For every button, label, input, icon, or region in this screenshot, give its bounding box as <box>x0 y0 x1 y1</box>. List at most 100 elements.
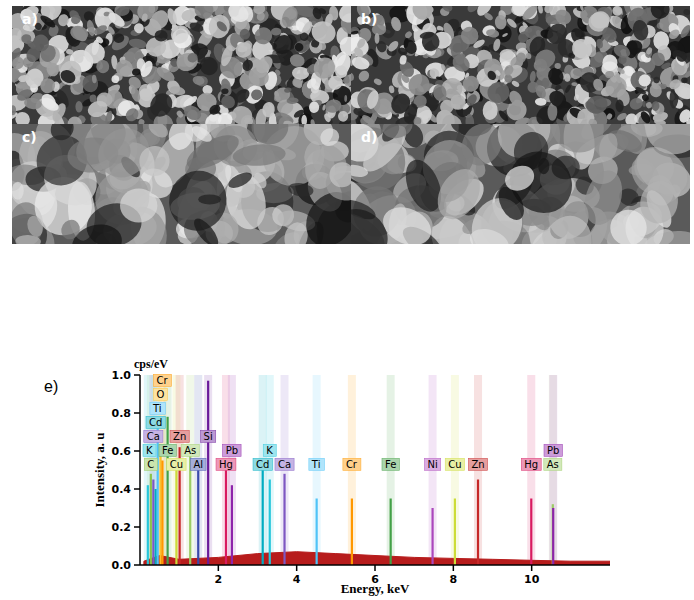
sem-grain <box>284 87 292 94</box>
sem-grain <box>262 101 276 118</box>
element-tag-box <box>167 458 186 470</box>
sem-grain <box>351 199 397 244</box>
peak-line <box>147 485 149 565</box>
element-tag: Cr <box>343 458 361 470</box>
sem-grain <box>592 77 605 92</box>
sem-grain <box>532 46 559 72</box>
y-tick-label: 0.8 <box>112 407 132 420</box>
peak-line <box>175 461 177 566</box>
sem-grain <box>679 23 690 39</box>
sem-grain <box>180 8 196 23</box>
element-tag: Hg <box>521 458 541 470</box>
element-tag-box <box>468 458 487 470</box>
sem-grain <box>106 10 127 29</box>
sem-grain <box>66 115 83 124</box>
y-tick <box>134 450 140 452</box>
element-tag-box <box>521 458 541 470</box>
sem-grain <box>68 23 90 43</box>
sem-grain <box>375 33 380 44</box>
sem-grain <box>292 77 304 89</box>
sem-grain <box>94 58 111 76</box>
sem-grain <box>186 52 199 64</box>
sem-grain <box>138 119 145 124</box>
sem-image <box>12 6 351 124</box>
sem-grain <box>166 7 179 27</box>
sem-grain <box>189 124 214 145</box>
element-tag-box <box>544 458 562 470</box>
sem-grain <box>328 6 339 21</box>
sem-grain <box>58 216 84 242</box>
sem-grain <box>336 33 351 60</box>
element-tag-box <box>159 444 176 456</box>
sem-grain <box>641 93 650 102</box>
peak-line <box>225 470 227 565</box>
sem-grain <box>465 114 475 124</box>
element-tag-box <box>146 416 165 428</box>
sem-grain <box>344 95 347 102</box>
sem-grain <box>12 105 16 115</box>
sem-grain <box>465 92 479 107</box>
sem-grain <box>373 77 383 86</box>
element-tag: As <box>181 444 199 456</box>
sem-grain <box>131 68 141 76</box>
x-tick <box>531 565 533 571</box>
sem-grain <box>441 6 454 13</box>
sem-grain <box>486 80 512 105</box>
element-tag: Al <box>190 458 206 470</box>
sem-grain <box>351 72 355 81</box>
sem-grain <box>318 7 327 15</box>
sem-grain <box>218 82 233 98</box>
sem-grain <box>482 57 504 81</box>
sem-grain <box>206 13 232 41</box>
sem-grain <box>639 110 652 124</box>
sem-grain <box>215 110 235 124</box>
sem-grain <box>634 86 647 96</box>
sem-grain <box>221 88 229 95</box>
peak-line <box>167 417 169 565</box>
figure: a)b)c)d)e)0.00.20.40.60.81.0246810Energy… <box>0 0 694 600</box>
sem-grain <box>154 64 177 84</box>
sem-grain <box>253 53 276 76</box>
sem-grain <box>574 29 582 38</box>
sem-grain <box>292 66 310 80</box>
sem-grain <box>24 45 43 65</box>
sem-grain <box>535 97 547 106</box>
sem-grain <box>482 100 498 120</box>
peak-line <box>283 474 285 565</box>
sem-grain <box>537 6 543 14</box>
sem-grain <box>324 157 351 192</box>
sem-grain <box>308 18 339 47</box>
sem-grain <box>326 73 345 92</box>
sem-grain <box>564 84 572 94</box>
sem-grain <box>69 13 82 26</box>
plot-area <box>144 375 610 565</box>
element-tag-text: Al <box>193 459 203 470</box>
sem-grain <box>21 34 32 44</box>
element-tag-box <box>144 458 157 470</box>
sem-grain <box>596 38 604 49</box>
element-tag-box <box>216 458 236 470</box>
element-tag-box <box>223 444 241 456</box>
element-tag-box <box>154 388 168 400</box>
y-tick-label: 0.4 <box>112 483 132 496</box>
sem-grain <box>424 61 446 80</box>
peak-line <box>530 499 532 566</box>
sem-grain <box>279 6 300 30</box>
sem-grain <box>23 97 42 111</box>
sem-grain <box>633 124 690 166</box>
sem-grain <box>219 93 237 110</box>
element-tag-text: Pb <box>547 445 559 456</box>
sem-grain <box>516 52 526 63</box>
element-tag: Cr <box>153 374 171 386</box>
peak-line <box>351 499 353 566</box>
element-tag: Cd <box>253 458 272 470</box>
element-tag-box <box>382 458 399 470</box>
sem-grain <box>188 21 204 34</box>
sem-grain <box>92 75 97 84</box>
sem-grain <box>37 75 57 96</box>
y-tick <box>134 488 140 490</box>
element-tag: Hg <box>216 458 236 470</box>
peak-line <box>552 504 554 565</box>
sem-grain <box>81 74 99 93</box>
element-tag-box <box>201 430 216 442</box>
